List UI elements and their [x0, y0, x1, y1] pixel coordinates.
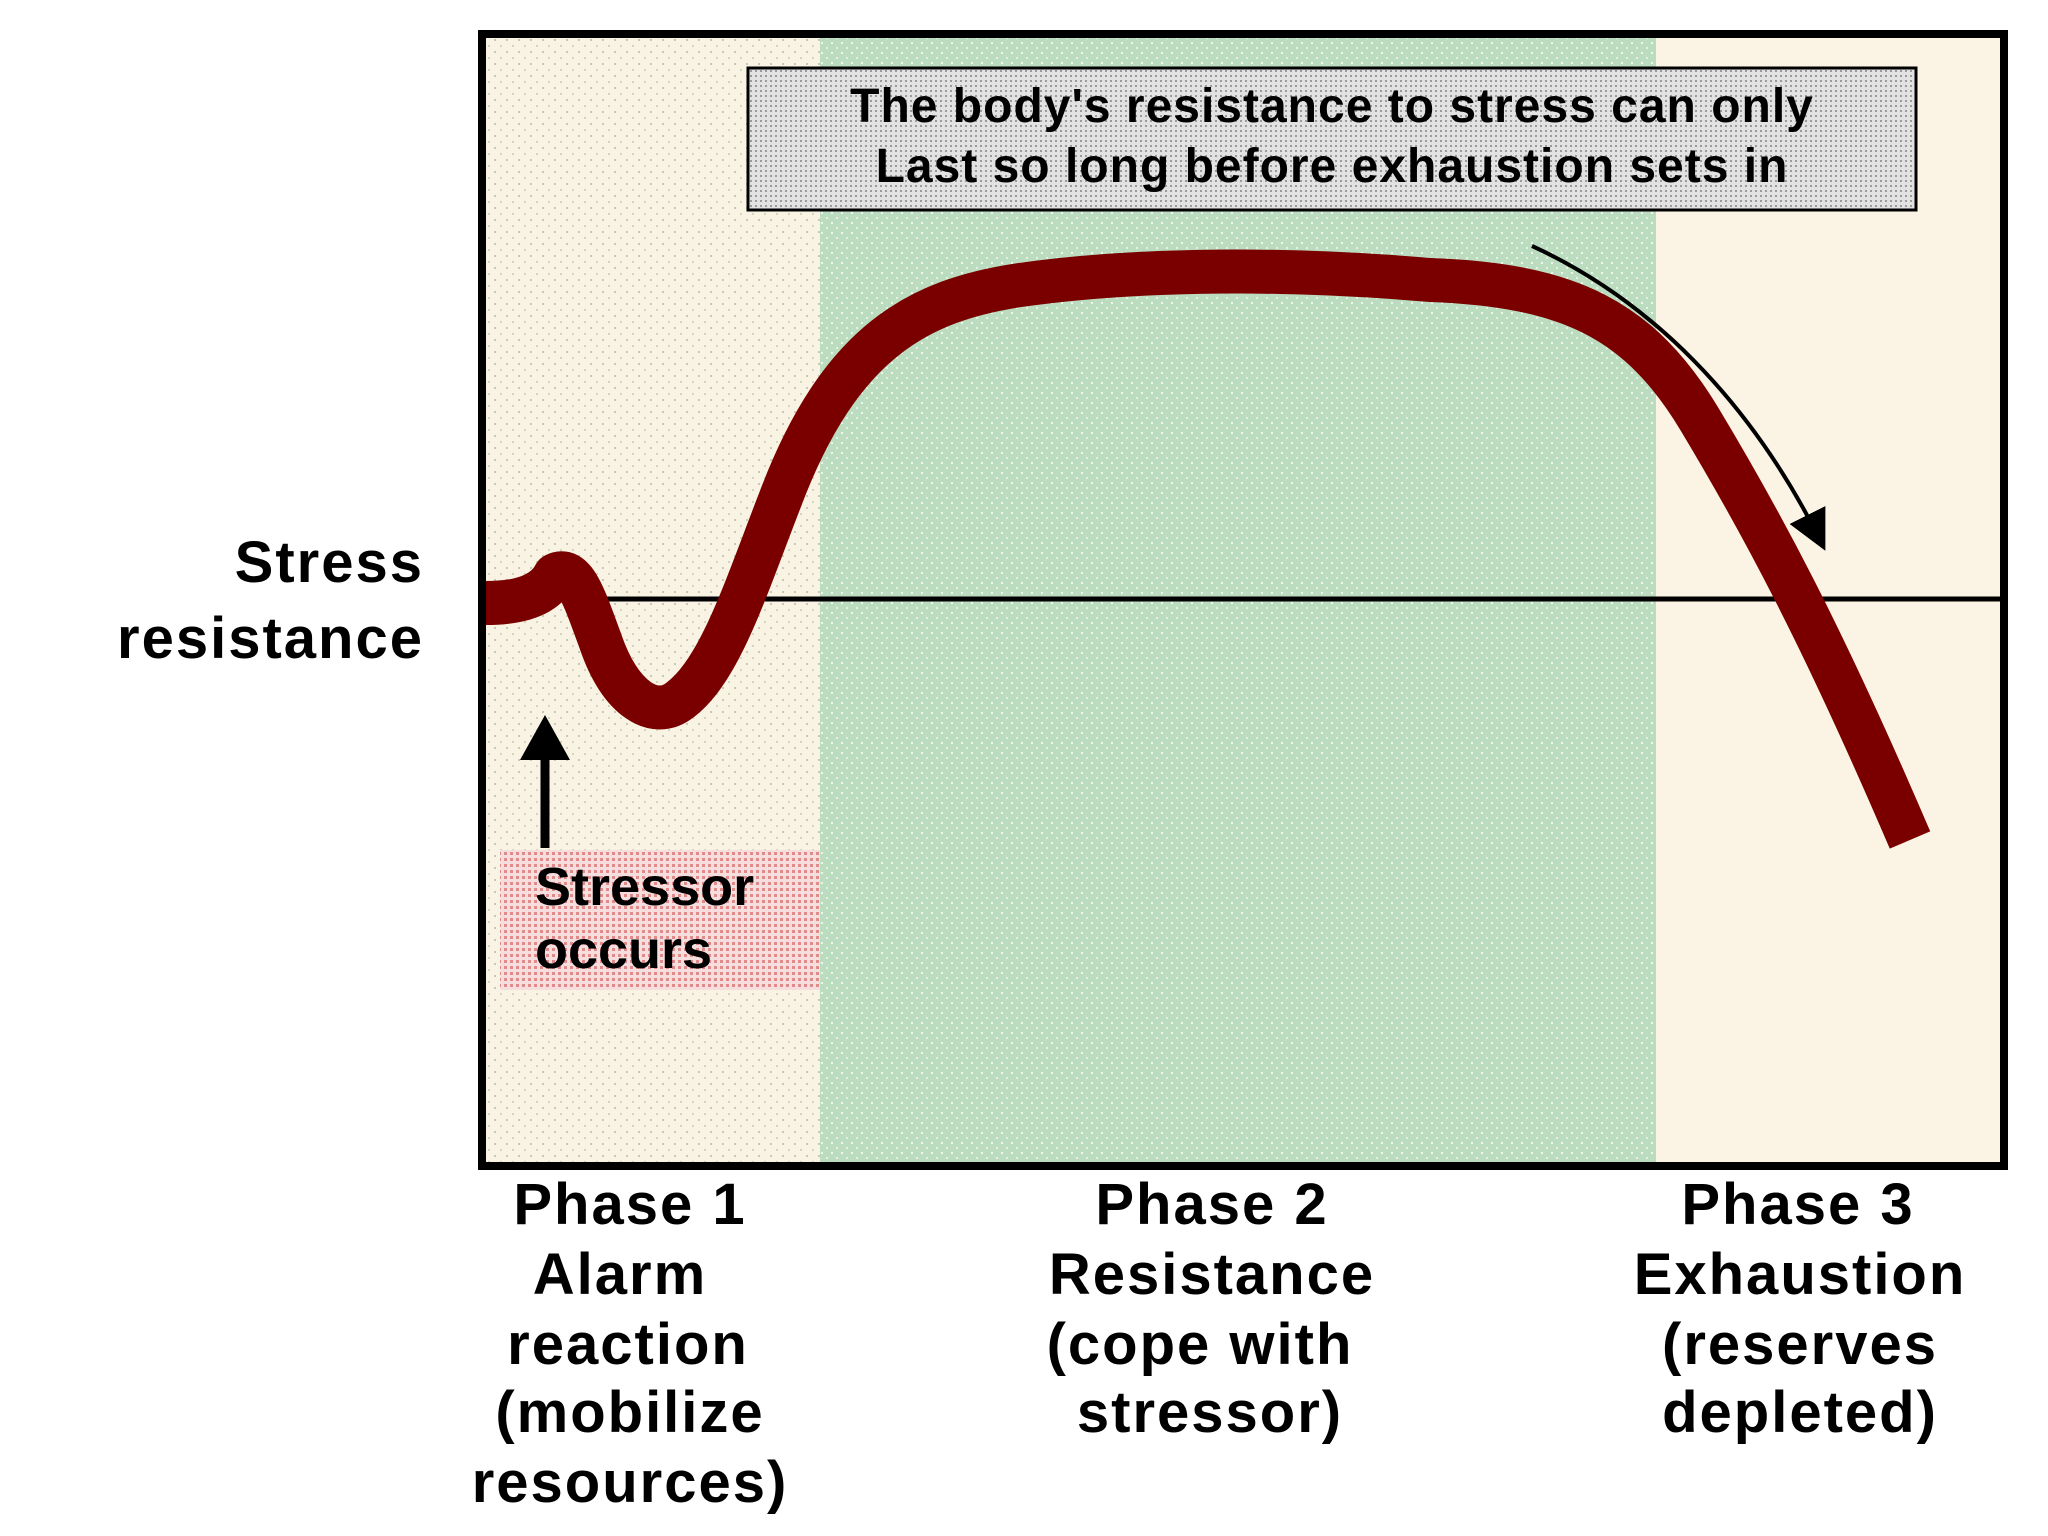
plot-frame	[478, 30, 2008, 1170]
stressor-label-line-2: occurs	[535, 920, 712, 980]
note-line-1: The body's resistance to stress can only	[850, 80, 1814, 133]
phase-2-line-1: Phase 2	[1095, 1172, 1328, 1237]
phase-1-line-1: Phase 1	[513, 1172, 746, 1237]
y-axis-label-line-1: Stress	[235, 530, 424, 595]
resistance-curve	[485, 249, 1931, 849]
phase-3-label: Phase 3 Exhaustion (reserves depleted)	[1634, 1172, 1967, 1445]
phase-2-line-4: stressor)	[1077, 1380, 1343, 1445]
stressor-arrow-head	[520, 715, 570, 760]
phase-2-line-2: Resistance	[1049, 1242, 1375, 1307]
stressor-label-box	[500, 850, 820, 990]
y-axis-label-line-2: resistance	[117, 606, 424, 671]
stressor-label-line-1: Stressor	[535, 857, 754, 917]
phase-3-line-2: Exhaustion	[1634, 1242, 1967, 1307]
phase-1-label: Phase 1 Alarm reaction (mobilize resourc…	[472, 1172, 789, 1515]
stressor-marker: Stressor occurs	[500, 715, 820, 990]
phase-1-line-3: reaction	[507, 1312, 749, 1377]
decline-arrow	[1531, 244, 1826, 551]
phase-3-line-4: depleted)	[1662, 1380, 1938, 1445]
phase-2-line-3: (cope with	[1047, 1312, 1354, 1377]
phase-1-line-5: resources)	[472, 1450, 789, 1515]
phase-3-line-3: (reserves	[1662, 1312, 1938, 1377]
note-box: The body's resistance to stress can only…	[746, 66, 1918, 212]
phase-1-line-2: Alarm	[533, 1242, 707, 1307]
phase-1-line-4: (mobilize	[495, 1380, 764, 1445]
phase-2-label: Phase 2 Resistance (cope with stressor)	[1047, 1172, 1375, 1445]
phase-3-line-1: Phase 3	[1681, 1172, 1914, 1237]
note-line-2: Last so long before exhaustion sets in	[876, 140, 1789, 193]
